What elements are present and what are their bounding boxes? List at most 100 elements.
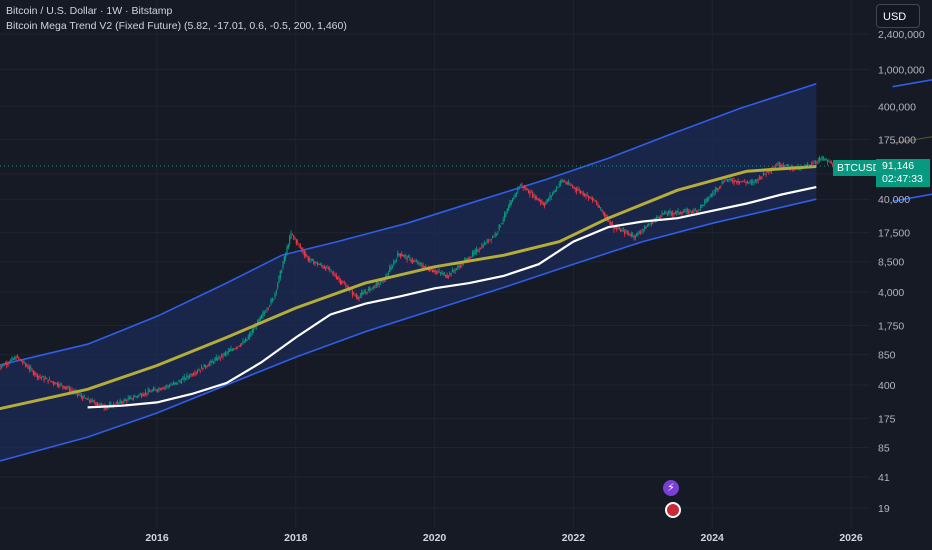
- candle-body: [812, 163, 814, 165]
- candle-body: [202, 368, 204, 370]
- candle-body: [728, 179, 730, 181]
- candle-body: [600, 207, 602, 209]
- candle-body: [143, 393, 145, 396]
- candle-body: [810, 164, 813, 166]
- candle-body: [541, 201, 543, 203]
- candle-body: [314, 262, 316, 263]
- candle-body: [708, 198, 710, 200]
- candle-body: [187, 376, 189, 378]
- candle-body: [582, 192, 584, 196]
- candle-body: [395, 259, 398, 261]
- candle-body: [612, 223, 614, 225]
- price-tick-label: 175: [878, 413, 896, 425]
- candle-body: [479, 248, 482, 250]
- candle-body: [471, 252, 474, 256]
- candle-body: [486, 239, 488, 243]
- candle-body: [325, 267, 327, 271]
- candle-body: [709, 196, 711, 198]
- candle-body: [351, 291, 353, 295]
- candle-body: [567, 182, 570, 184]
- candle-body: [666, 213, 668, 215]
- candle-body: [601, 209, 603, 212]
- candle-body: [188, 376, 191, 377]
- candle-body: [39, 376, 41, 378]
- candle-body: [14, 356, 16, 360]
- candle-body: [624, 231, 626, 234]
- candle-body: [813, 162, 815, 164]
- candle-body: [338, 278, 340, 280]
- candle-body: [757, 179, 759, 181]
- candle-body: [326, 266, 328, 268]
- candle-body: [2, 364, 4, 366]
- currency-button[interactable]: USD: [876, 4, 920, 28]
- candle-body: [565, 182, 567, 184]
- candle-body: [139, 393, 141, 396]
- chart-legend: Bitcoin / U.S. Dollar · 1W · Bitstamp Bi…: [6, 4, 347, 34]
- candle-body: [379, 282, 382, 284]
- candle-body: [341, 280, 343, 284]
- candle-body: [299, 245, 301, 248]
- candle-body: [527, 190, 530, 194]
- candle-body: [765, 173, 767, 175]
- candle-body: [100, 403, 103, 405]
- candle-body: [748, 182, 750, 184]
- candle-body: [279, 270, 281, 278]
- candle-body: [329, 267, 331, 270]
- candle-body: [158, 388, 160, 390]
- candle-body: [345, 284, 347, 286]
- candle-body: [409, 257, 411, 259]
- candle-body: [401, 254, 403, 257]
- candle-body: [701, 204, 703, 207]
- candle-body: [509, 202, 511, 208]
- candle-body: [447, 275, 450, 277]
- candle-body: [110, 403, 112, 407]
- lightning-event-icon[interactable]: ⚡: [663, 480, 679, 496]
- candle-body: [170, 385, 172, 386]
- candle-body: [144, 392, 147, 394]
- candle-body: [503, 213, 506, 219]
- candle-body: [821, 156, 823, 159]
- price-tick-label: 400: [878, 380, 896, 392]
- candle-body: [588, 195, 590, 199]
- candle-body: [20, 359, 23, 362]
- candle-body: [689, 210, 691, 212]
- candle-body: [501, 222, 503, 224]
- candle-body: [664, 211, 666, 214]
- price-tick-label: 17,500: [878, 228, 910, 240]
- candle-body: [27, 366, 29, 369]
- candle-body: [104, 406, 107, 410]
- candle-body: [574, 187, 576, 190]
- candle-body: [54, 382, 56, 385]
- price-tick-label: 85: [878, 443, 890, 455]
- candle-body: [494, 233, 496, 236]
- candle-body: [44, 378, 47, 380]
- candle-body: [86, 398, 88, 400]
- candle-body: [95, 402, 97, 406]
- candle-body: [698, 209, 700, 211]
- candle-body: [662, 213, 664, 215]
- time-axis[interactable]: 201620182020202220242026202820302032: [145, 532, 932, 544]
- candle-body: [490, 238, 492, 241]
- candle-body: [127, 398, 129, 400]
- candle-body: [569, 184, 571, 186]
- us-flag-event-icon[interactable]: [665, 502, 681, 518]
- candle-body: [12, 358, 14, 360]
- candle-body: [226, 352, 228, 354]
- candle-body: [48, 379, 51, 381]
- candle-body: [696, 210, 698, 214]
- candle-body: [594, 200, 596, 202]
- candle-body: [571, 186, 574, 188]
- symbol-title[interactable]: Bitcoin / U.S. Dollar · 1W · Bitstamp: [6, 5, 173, 17]
- candle-body: [637, 232, 639, 235]
- candle-body: [99, 403, 101, 405]
- candle-body: [199, 369, 201, 371]
- price-axis[interactable]: 2,400,0001,000,000400,000175,00075,00040…: [878, 29, 925, 515]
- candle-body: [88, 400, 91, 402]
- indicator-title[interactable]: Bitcoin Mega Trend V2 (Fixed Future) (5.…: [6, 20, 347, 32]
- candle-body: [535, 196, 538, 198]
- candle-body: [511, 198, 514, 203]
- candle-body: [411, 259, 414, 262]
- candle-body: [301, 247, 303, 250]
- candle-body: [477, 250, 479, 252]
